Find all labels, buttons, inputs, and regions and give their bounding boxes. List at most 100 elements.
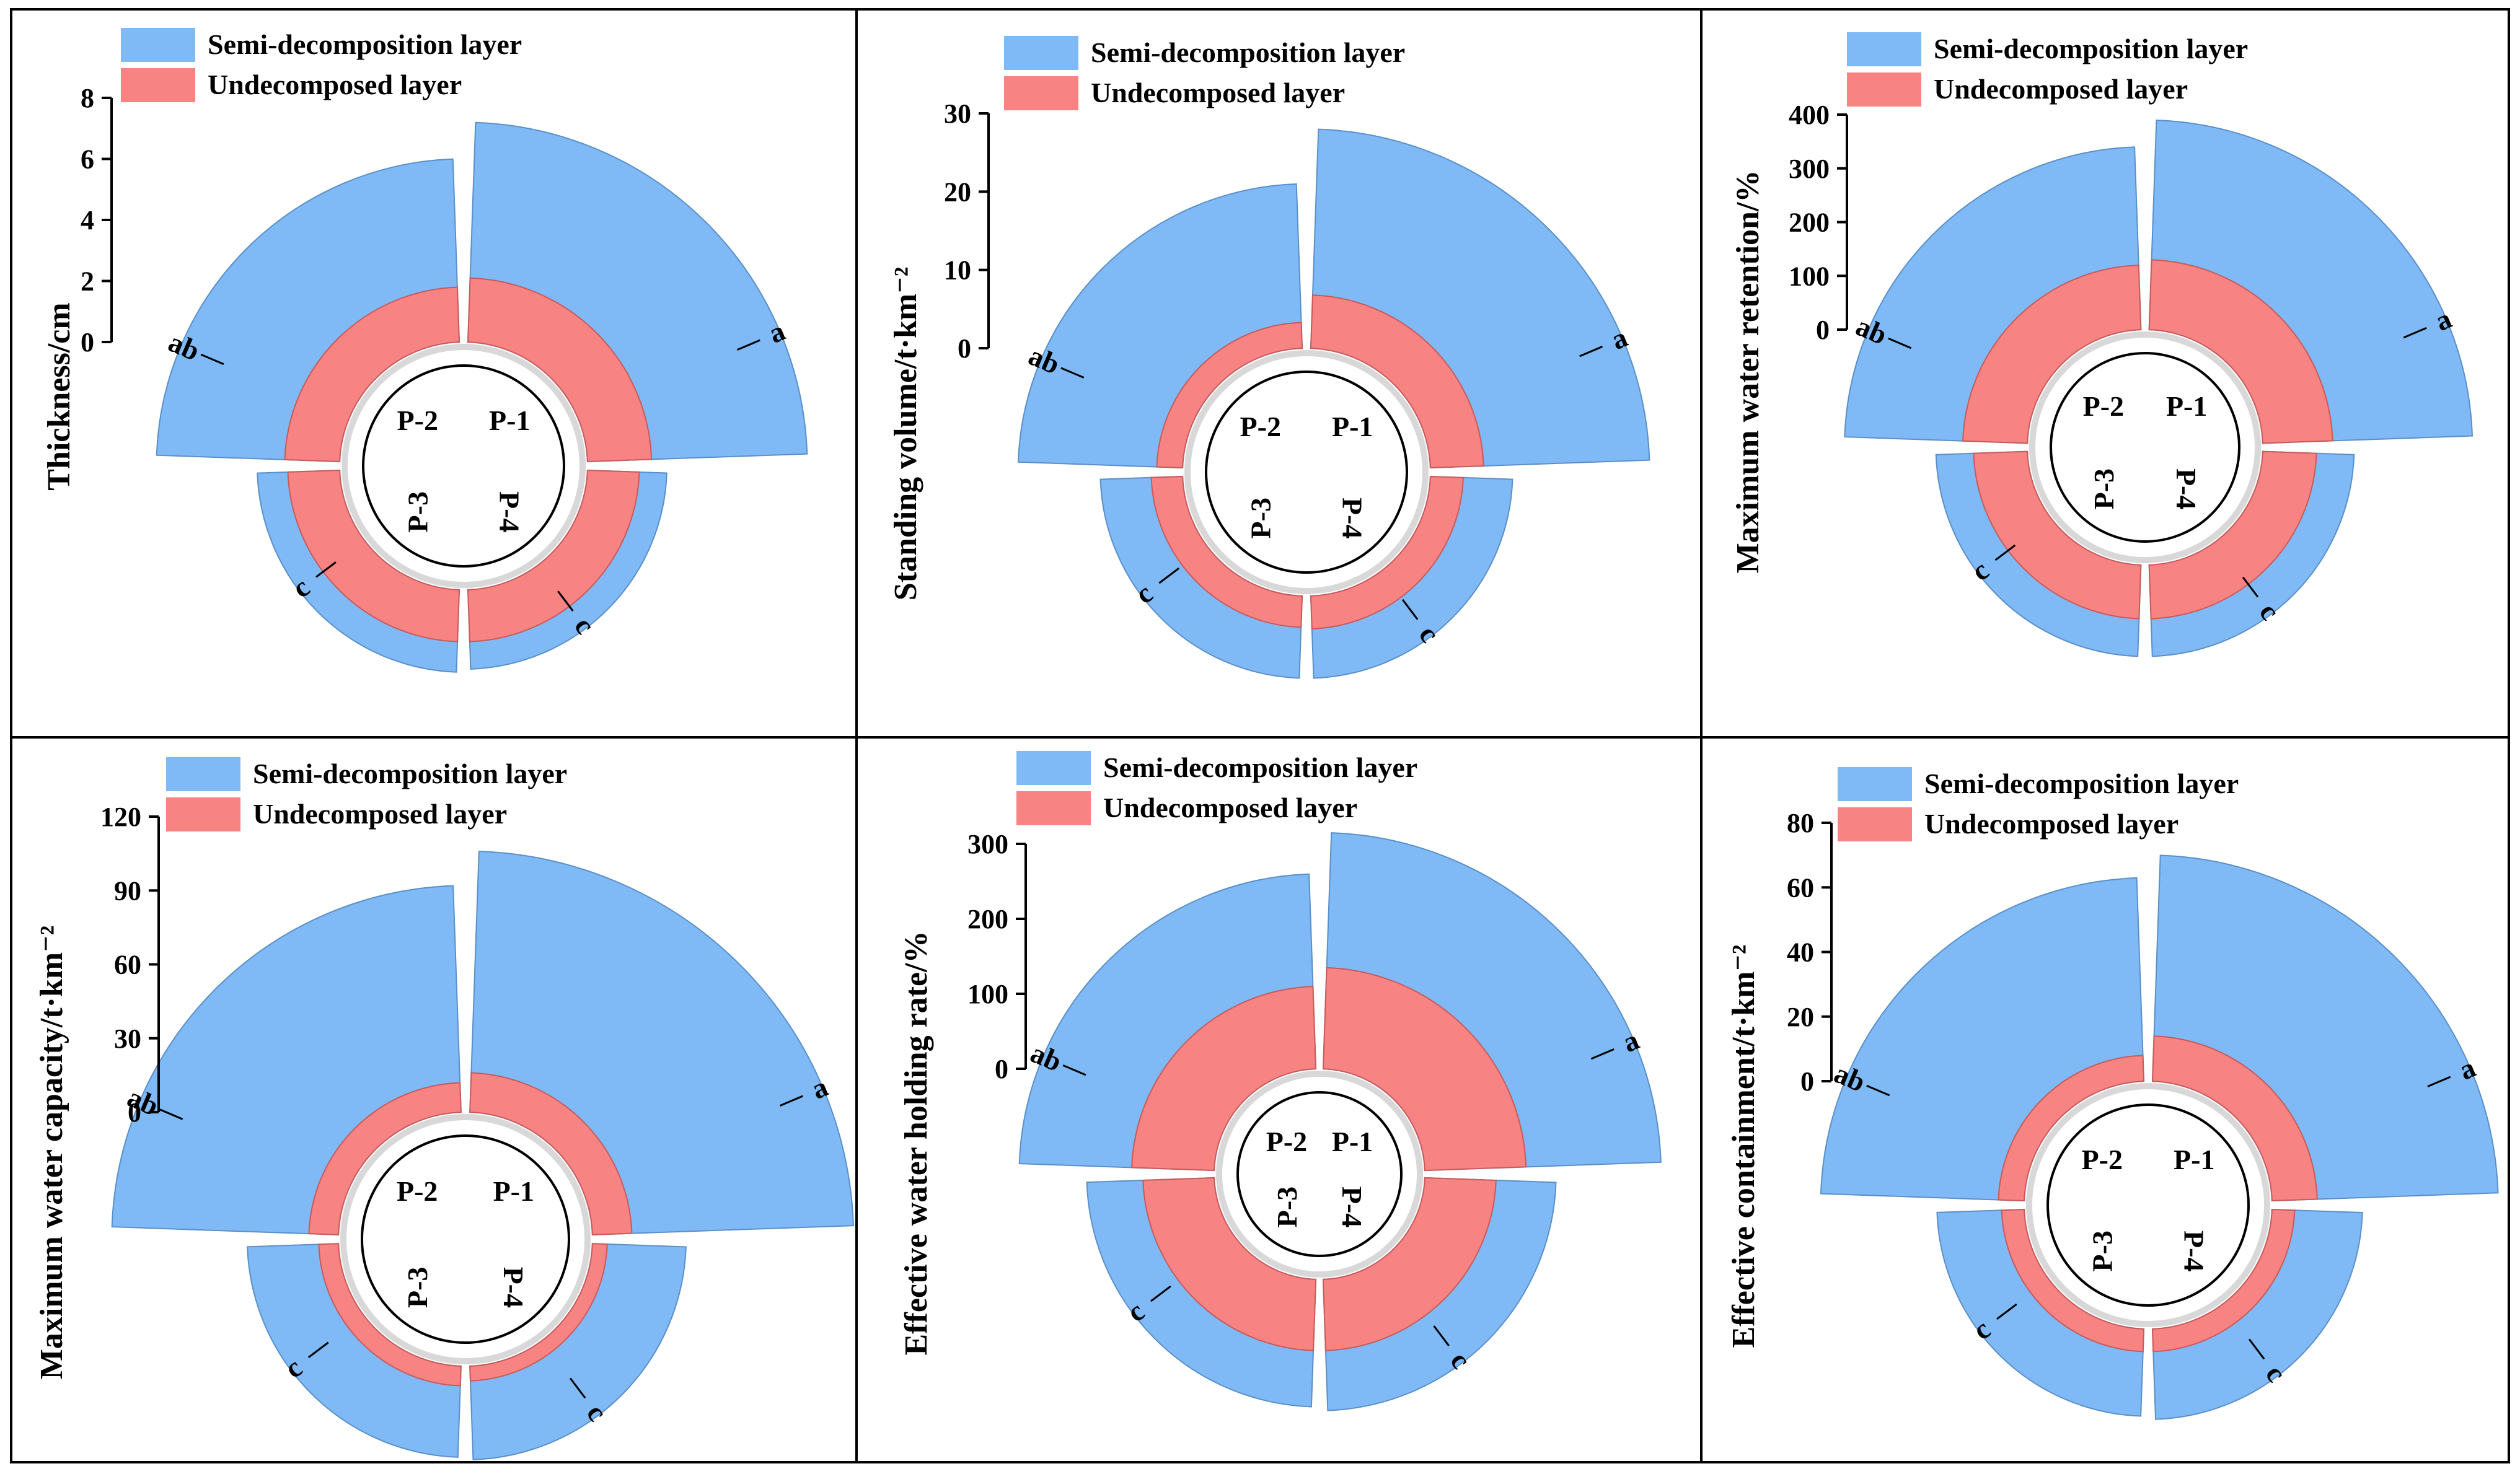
- y-tick-label: 90: [114, 875, 141, 906]
- legend: Semi-decomposition layer Undecomposed lay…: [1004, 36, 1405, 110]
- legend-label-undecomposed: Undecomposed layer: [253, 798, 507, 830]
- legend-swatch-semi: [121, 28, 195, 62]
- y-tick-label: 60: [1787, 872, 1814, 903]
- legend-label-semi: Semi-decomposition layer: [1924, 768, 2239, 799]
- legend-swatch-undecomposed: [1016, 791, 1091, 825]
- bar-undecomposed-p-1: [1310, 294, 1484, 469]
- legend-label-undecomposed: Undecomposed layer: [1934, 73, 2188, 105]
- error-bar: [2403, 327, 2427, 339]
- legend-label-undecomposed: Undecomposed layer: [1103, 792, 1357, 823]
- legend: Semi-decomposition layer Undecomposed lay…: [1016, 751, 1417, 825]
- y-axis: 0 30 60 90 120 Maximum water capacity/t·km⁻²: [34, 802, 160, 1379]
- error-bar: [1888, 337, 1912, 349]
- error-bar: [1994, 544, 2016, 561]
- bar-undecomposed-p-3: [1142, 1177, 1317, 1351]
- plot-label-p-2: P-2: [2083, 390, 2124, 422]
- y-tick-label: 30: [944, 99, 971, 129]
- error-bar: [1866, 1084, 1890, 1097]
- y-axis-title: Maximum water retention/%: [1730, 170, 1766, 574]
- plot-label-p-4: P-4: [498, 1267, 529, 1308]
- y-tick-label: 120: [100, 802, 141, 832]
- y-axis-title: Effective containment/t·km⁻²: [1726, 944, 1761, 1348]
- chart-4: P-1 P-4 P-3 P-2 0 30 60 90 120 Maximum water capa…: [34, 757, 855, 1460]
- bar-undecomposed-p-3: [318, 1243, 462, 1387]
- legend: Semi-decomposition layer Undecomposed lay…: [1847, 32, 2248, 107]
- error-bar: [315, 561, 337, 578]
- legend-label-semi: Semi-decomposition layer: [1091, 37, 1405, 68]
- y-tick-label: 6: [81, 144, 94, 175]
- y-axis: 0 20 40 60 80 Effective containment/t·km⁻²: [1726, 808, 1833, 1348]
- plot-label-p-1: P-1: [1332, 411, 1373, 442]
- legend-swatch-semi: [166, 757, 240, 791]
- legend-label-semi: Semi-decomposition layer: [1103, 752, 1417, 783]
- plot-label-p-4: P-4: [2178, 1231, 2209, 1271]
- y-tick-label: 200: [1789, 208, 1830, 238]
- y-axis: 0 100 200 300 Effective water holding rate/%: [899, 829, 1027, 1356]
- bar-undecomposed-p-3: [1150, 475, 1303, 628]
- plot-label-p-4: P-4: [493, 491, 525, 532]
- bar-undecomposed-p-2: [308, 1082, 462, 1235]
- bar-undecomposed-p-4: [469, 1243, 608, 1382]
- error-bar: [1150, 1285, 1171, 1302]
- y-tick-label: 8: [81, 83, 94, 113]
- error-bar: [1996, 1303, 2017, 1320]
- legend-label-semi: Semi-decomposition layer: [1934, 33, 2248, 64]
- inner-circle: [2026, 1083, 2270, 1327]
- y-tick-label: 100: [967, 979, 1008, 1009]
- y-tick-label: 2: [81, 266, 94, 297]
- legend-swatch-undecomposed: [121, 68, 195, 102]
- inner-ring: [2046, 1103, 2250, 1307]
- y-tick-label: 100: [1789, 261, 1830, 291]
- legend: Semi-decomposition layer Undecomposed lay…: [166, 757, 567, 831]
- error-bar: [200, 353, 224, 366]
- inner-circle: [2029, 331, 2261, 563]
- error-bar: [779, 1095, 803, 1107]
- error-bar: [159, 1108, 183, 1120]
- y-tick-label: 4: [81, 205, 94, 235]
- legend: Semi-decomposition layer Undecomposed lay…: [121, 28, 522, 102]
- plot-label-p-4: P-4: [1336, 498, 1368, 538]
- plot-label-p-2: P-2: [397, 405, 438, 436]
- legend-swatch-undecomposed: [1847, 72, 1921, 107]
- error-bar: [2242, 576, 2259, 598]
- error-bar: [1579, 345, 1603, 358]
- error-bar: [1158, 567, 1180, 584]
- panel-frame-6: [1700, 736, 2510, 1463]
- bar-undecomposed-p-4: [467, 469, 640, 643]
- y-axis-title: Standing volume/t·km⁻²: [888, 267, 923, 601]
- legend-label-semi: Semi-decomposition layer: [253, 758, 567, 789]
- plot-label-p-3: P-3: [2088, 468, 2120, 509]
- y-tick-label: 40: [1787, 937, 1814, 968]
- legend-swatch-undecomposed: [1004, 76, 1078, 110]
- y-tick-label: 0: [1816, 315, 1830, 345]
- inner-circle: [1184, 350, 1429, 594]
- bar-undecomposed-p-4: [2151, 1208, 2296, 1353]
- plot-label-p-3: P-3: [1245, 498, 1277, 538]
- legend-label-undecomposed: Undecomposed layer: [208, 69, 462, 100]
- inner-ring: [1236, 1091, 1403, 1257]
- bar-undecomposed-p-3: [1973, 450, 2142, 620]
- plot-label-p-3: P-3: [402, 491, 434, 532]
- error-bar: [1060, 367, 1085, 379]
- legend-swatch-undecomposed: [166, 797, 240, 831]
- chart-5: P-1 P-4 P-3 P-2 0 100 200 300 Effective water ho…: [899, 751, 1662, 1411]
- inner-circle: [1216, 1071, 1423, 1278]
- bar-undecomposed-p-2: [1998, 1055, 2145, 1202]
- y-tick-label: 0: [1800, 1066, 1814, 1097]
- error-bar: [736, 339, 760, 351]
- bar-undecomposed-p-3: [2001, 1208, 2145, 1353]
- bar-undecomposed-p-4: [2148, 450, 2317, 620]
- y-axis: 0 10 20 30 Standing volume/t·km⁻²: [888, 99, 990, 601]
- plot-label-p-2: P-2: [1240, 411, 1281, 442]
- inner-ring: [362, 364, 565, 568]
- legend-swatch-undecomposed: [1838, 807, 1912, 841]
- y-tick-label: 400: [1789, 100, 1830, 130]
- chart-6: P-1 P-4 P-3 P-2 0 20 40 60 80 Effective containme…: [1726, 767, 2499, 1420]
- inner-circle: [340, 1114, 591, 1364]
- bar-undecomposed-p-3: [287, 469, 460, 643]
- inner-ring: [361, 1134, 570, 1344]
- error-bar: [2427, 1076, 2451, 1087]
- bar-undecomposed-p-1: [2151, 1035, 2318, 1202]
- plot-label-p-3: P-3: [2087, 1231, 2118, 1271]
